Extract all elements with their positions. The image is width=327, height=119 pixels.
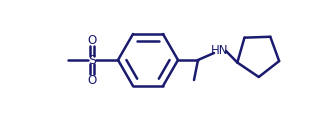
Text: O: O (87, 74, 96, 87)
Text: HN: HN (211, 44, 229, 57)
Text: S: S (88, 54, 96, 67)
Text: O: O (87, 34, 96, 47)
